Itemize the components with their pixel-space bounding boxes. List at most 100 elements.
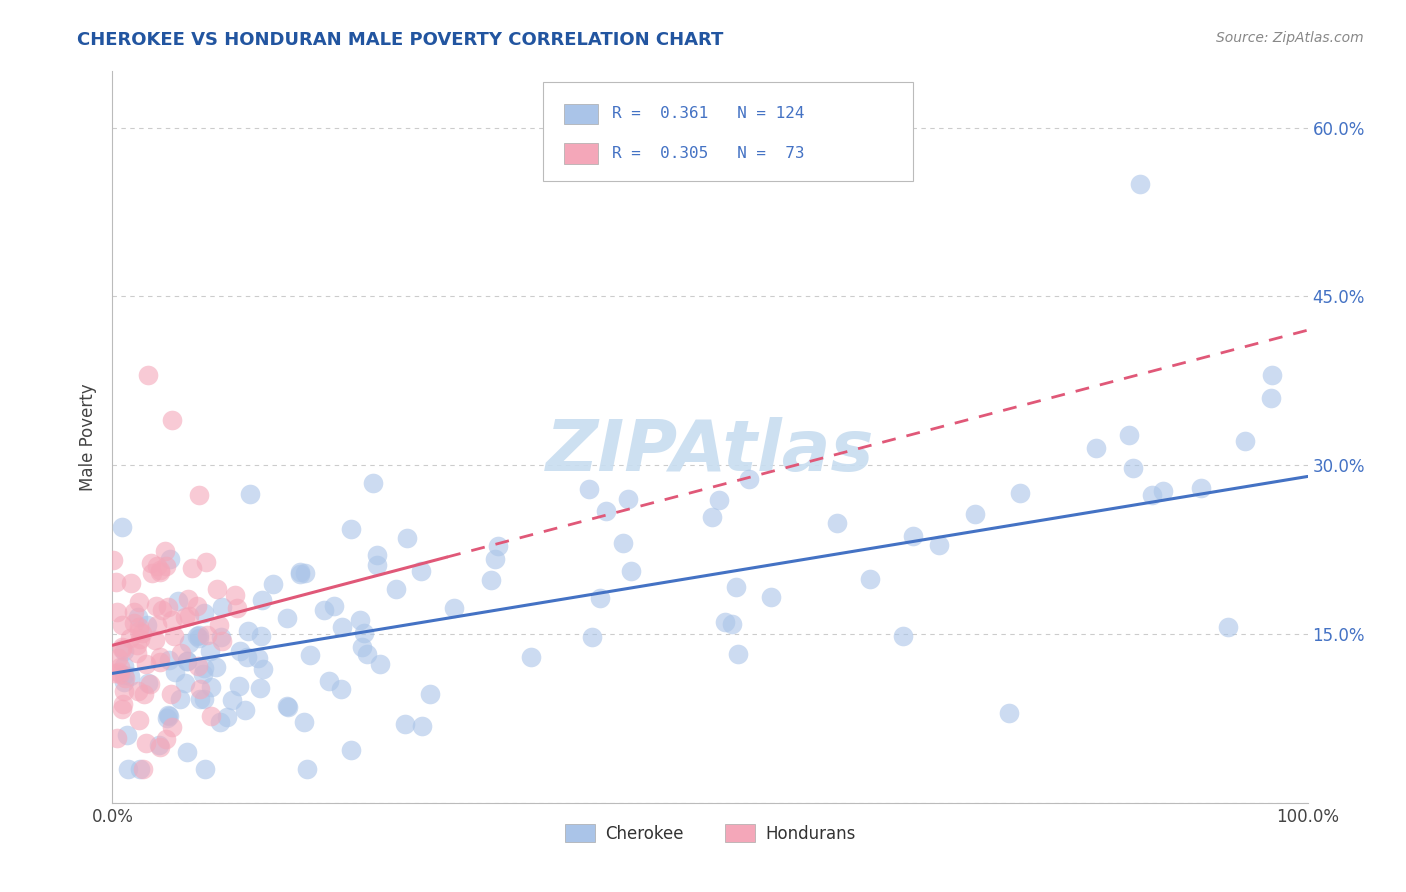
Point [132, 687, 155, 701]
Point [1118, 428, 1140, 442]
Point [276, 611, 298, 625]
Point [108, 667, 131, 681]
Text: ZIPAtlas: ZIPAtlas [546, 417, 875, 486]
Point [228, 679, 250, 693]
Point [191, 666, 214, 681]
Point [176, 654, 198, 668]
Point [612, 535, 634, 549]
Point [141, 556, 163, 570]
Point [139, 677, 162, 691]
Point [153, 544, 176, 558]
Point [249, 681, 271, 695]
Point [149, 655, 172, 669]
Point [103, 666, 125, 681]
Point [160, 720, 183, 734]
Point [724, 580, 747, 594]
Point [138, 675, 160, 690]
Bar [564, 103, 598, 124]
FancyBboxPatch shape [543, 82, 914, 181]
Point [112, 674, 135, 689]
Point [891, 629, 914, 643]
Point [486, 539, 509, 553]
Point [118, 669, 141, 683]
Point [188, 681, 211, 696]
Point [170, 646, 193, 660]
Point [155, 558, 177, 573]
Point [149, 739, 172, 754]
Point [411, 564, 433, 578]
Point [825, 516, 848, 531]
Point [115, 728, 138, 742]
Point [620, 564, 643, 578]
Point [901, 529, 924, 543]
Point [176, 745, 198, 759]
Point [581, 630, 603, 644]
Point [187, 628, 209, 642]
Point [193, 691, 215, 706]
Point [103, 552, 125, 566]
Point [224, 588, 246, 602]
Point [180, 561, 202, 575]
Point [135, 657, 157, 672]
Point [162, 413, 183, 427]
Point [340, 743, 363, 757]
Point [143, 632, 166, 647]
Point [211, 634, 233, 648]
Point [146, 617, 169, 632]
Point [155, 732, 177, 747]
Point [122, 616, 145, 631]
Point [188, 488, 211, 502]
Point [111, 702, 134, 716]
Point [370, 657, 392, 671]
Point [128, 620, 150, 634]
Point [353, 626, 375, 640]
Point [366, 558, 388, 573]
Point [128, 713, 150, 727]
Point [617, 491, 640, 506]
Point [411, 719, 433, 733]
Point [330, 620, 353, 634]
Point [110, 519, 132, 533]
Point [188, 691, 211, 706]
Text: CHEROKEE VS HONDURAN MALE POVERTY CORRELATION CHART: CHEROKEE VS HONDURAN MALE POVERTY CORREL… [77, 31, 724, 49]
Point [132, 762, 155, 776]
Point [111, 697, 134, 711]
Point [198, 644, 221, 658]
Point [176, 654, 198, 668]
Point [859, 572, 882, 586]
Point [998, 706, 1021, 720]
Point [394, 716, 416, 731]
Point [312, 603, 335, 617]
Point [174, 675, 197, 690]
Point [249, 629, 271, 643]
Point [292, 715, 315, 730]
Point [156, 708, 179, 723]
Point [127, 683, 149, 698]
Point [145, 599, 167, 614]
Point [120, 631, 142, 645]
Point [194, 555, 217, 569]
Point [262, 576, 284, 591]
Point [1216, 620, 1239, 634]
Point [127, 610, 149, 624]
Point [200, 680, 222, 694]
Point [737, 472, 759, 486]
Point [277, 699, 299, 714]
Point [700, 509, 723, 524]
Point [276, 698, 298, 713]
Point [105, 575, 128, 590]
Point [125, 646, 148, 660]
Point [169, 691, 191, 706]
Point [156, 711, 179, 725]
Point [177, 609, 200, 624]
Point [1152, 484, 1174, 499]
Point [163, 629, 186, 643]
Point [111, 618, 134, 632]
Point [356, 647, 378, 661]
Point [157, 600, 180, 615]
Point [188, 631, 211, 645]
Point [160, 687, 183, 701]
Point [111, 640, 134, 654]
Point [236, 649, 259, 664]
Point [107, 650, 129, 665]
